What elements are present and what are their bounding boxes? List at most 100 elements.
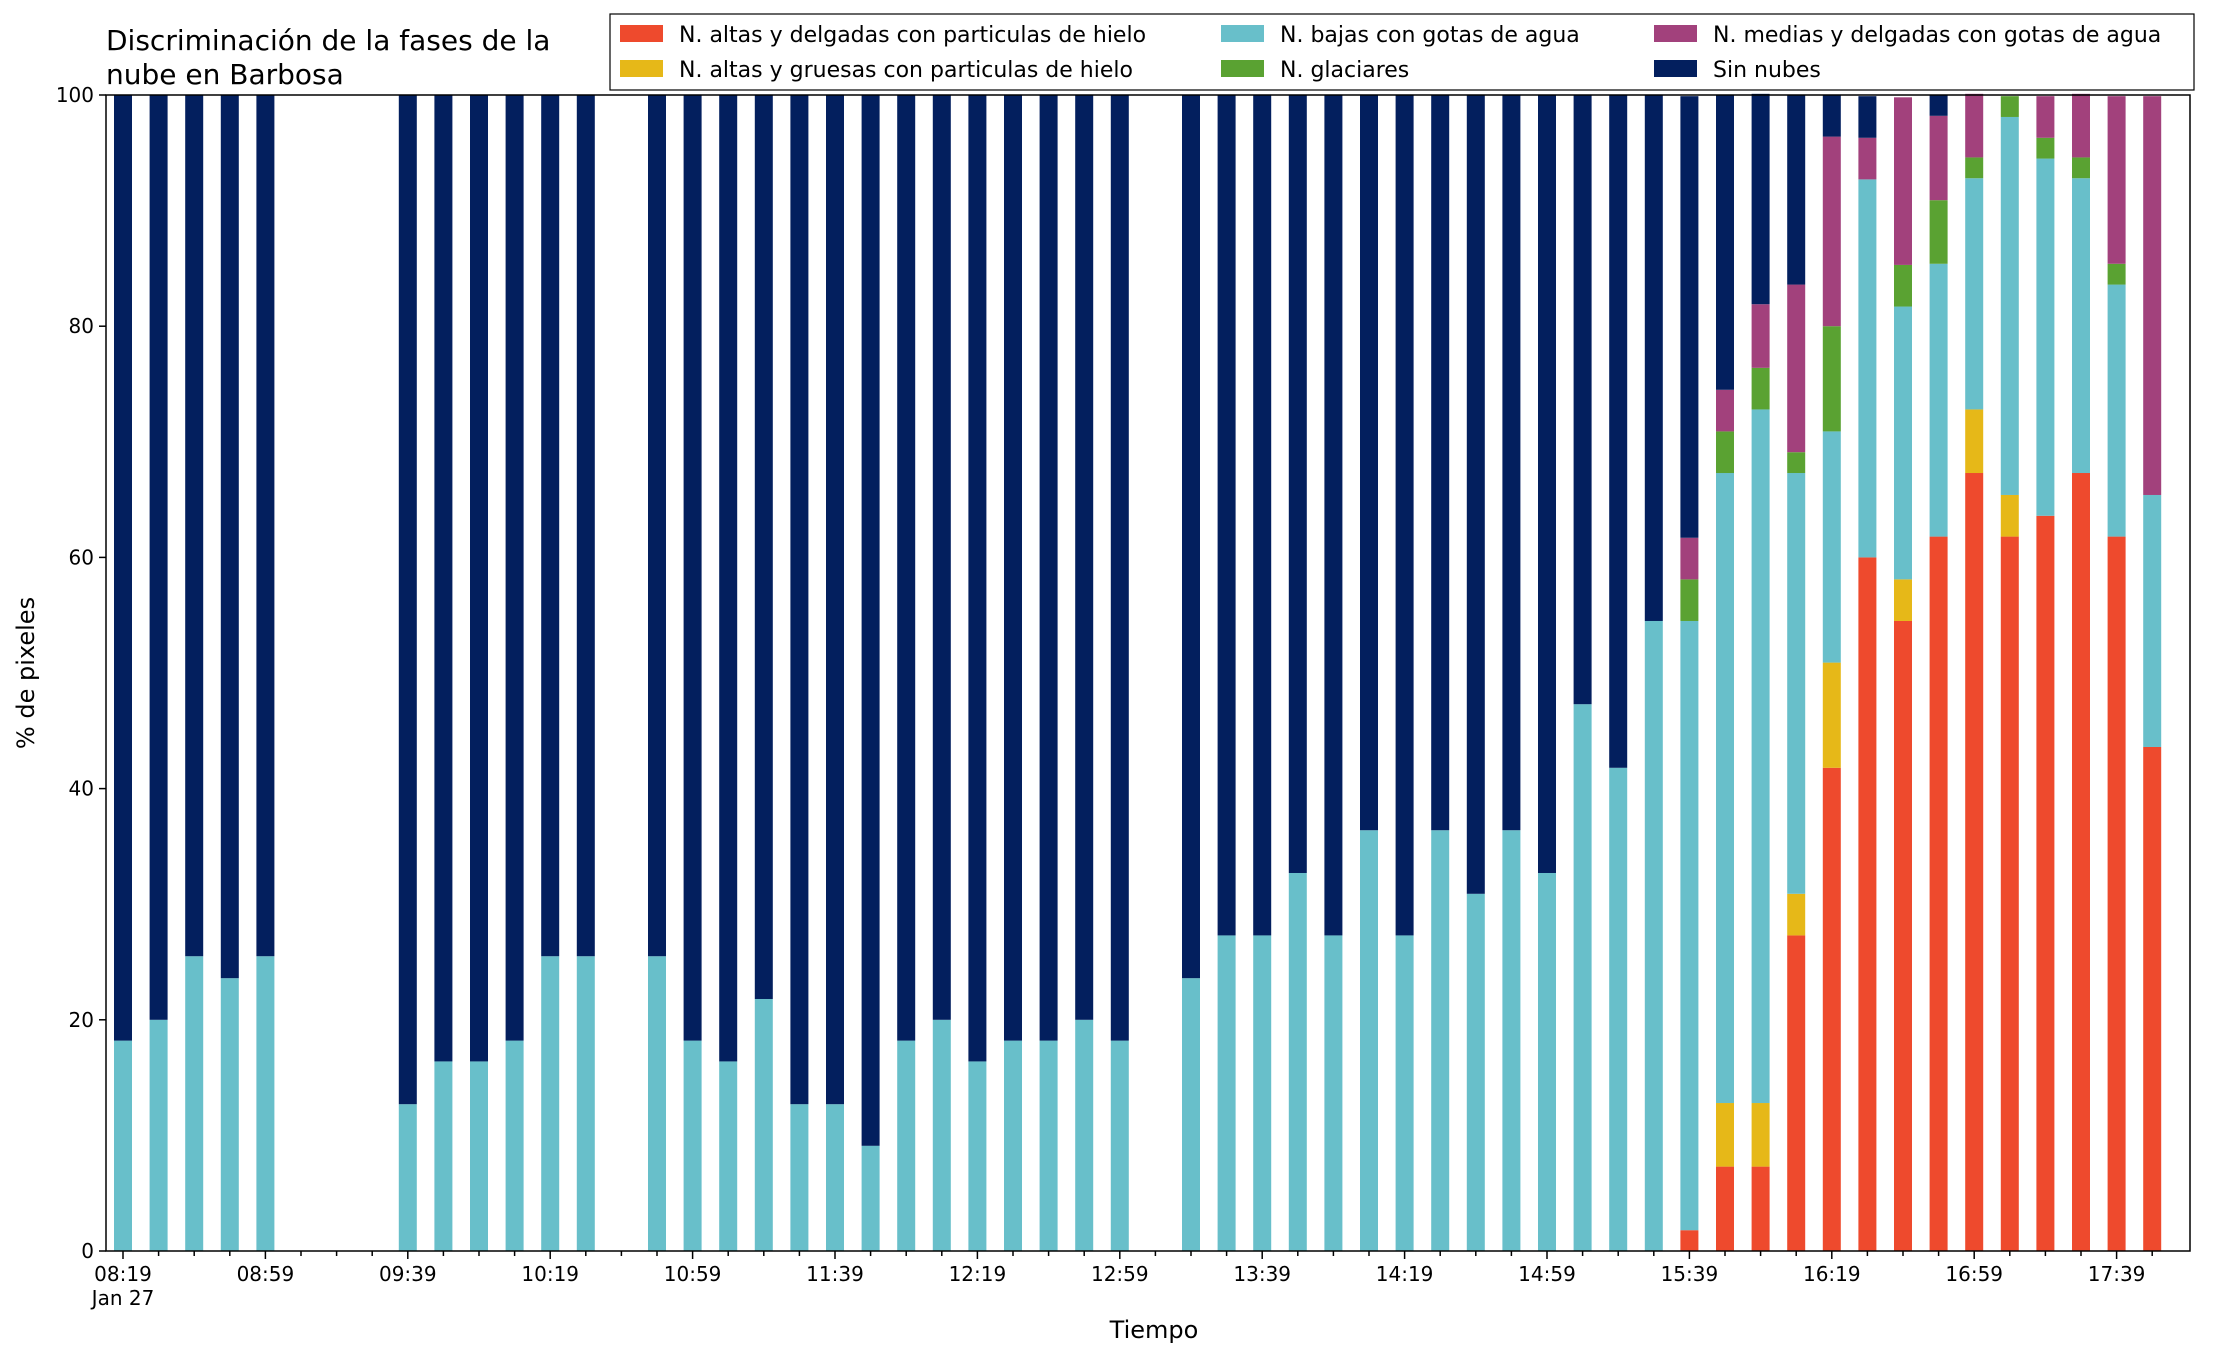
- bar-segment-2: [1822, 431, 1841, 663]
- bar-segment-2: [1004, 1040, 1022, 1251]
- bar-segment-5: [1182, 95, 1200, 979]
- bar-segment-5: [1858, 96, 1877, 138]
- y-tick-label: 60: [69, 545, 94, 569]
- bar-segment-1: [1965, 409, 1984, 474]
- bar-segment-4: [1894, 97, 1912, 265]
- bar-segment-2: [968, 1061, 987, 1251]
- bar-segment-0: [1858, 557, 1877, 1251]
- bar-segment-2: [1644, 620, 1663, 1251]
- y-axis: 0 20 40 60 80 100: [56, 83, 106, 1263]
- bar-segment-5: [576, 95, 595, 957]
- bar-segment-2: [505, 1040, 524, 1251]
- bar-segment-1: [1787, 893, 1806, 936]
- bar-segment-5: [1716, 95, 1734, 390]
- bar-segment-5: [505, 95, 524, 1041]
- bar-segment-5: [1360, 95, 1378, 831]
- x-tick-label: 10:59: [664, 1262, 722, 1286]
- bar-segment-2: [1929, 263, 1948, 537]
- bar-segment-0: [2036, 515, 2055, 1251]
- y-tick-label: 40: [69, 777, 94, 801]
- bar-segment-2: [2036, 158, 2055, 516]
- x-tick-label: 12:19: [949, 1262, 1007, 1286]
- bar-segment-2: [1858, 179, 1877, 558]
- bar-segment-5: [648, 95, 666, 957]
- bar-segment-4: [1787, 284, 1806, 453]
- x-tick-label: 13:39: [1233, 1262, 1291, 1286]
- x-tick-label: 16:59: [1945, 1262, 2003, 1286]
- y-tick-label: 0: [81, 1239, 94, 1263]
- bar-segment-1: [1894, 579, 1912, 621]
- bar-segment-2: [1965, 178, 1984, 410]
- bar-segment-5: [149, 95, 168, 1020]
- x-tick-label: 16:19: [1803, 1262, 1861, 1286]
- bar-segment-5: [1502, 95, 1521, 831]
- bar-segment-5: [1538, 95, 1556, 873]
- legend: N. altas y delgadas con particulas de hi…: [609, 13, 2195, 91]
- bar-segment-5: [932, 95, 951, 1020]
- bar-segment-5: [683, 95, 702, 1041]
- bar-segment-3: [1894, 264, 1912, 307]
- bar-segment-5: [398, 95, 417, 1105]
- x-tick-label: 12:59: [1091, 1262, 1149, 1286]
- bar-segment-5: [826, 95, 844, 1105]
- bar-segment-0: [2107, 536, 2126, 1251]
- legend-swatch: [620, 25, 663, 42]
- plot-frame: [105, 94, 2191, 1252]
- bar-segment-5: [754, 95, 773, 999]
- bar-segment-2: [1751, 409, 1770, 1104]
- x-tick-label: 11:39: [806, 1262, 864, 1286]
- legend-swatch: [1654, 25, 1697, 42]
- bar-segment-5: [541, 95, 560, 957]
- legend-label: N. medias y delgadas con gotas de agua: [1713, 23, 2161, 48]
- bar-segment-5: [1751, 93, 1770, 305]
- legend-label: N. altas y delgadas con particulas de hi…: [679, 23, 1146, 48]
- bar-segment-2: [754, 998, 773, 1251]
- bar-segment-2: [1680, 620, 1699, 1231]
- y-tick-label: 100: [56, 83, 94, 107]
- bar-segment-2: [2143, 494, 2162, 747]
- bar-segment-4: [2036, 96, 2055, 138]
- bar-segment-2: [1538, 872, 1556, 1251]
- bar-segment-4: [2107, 96, 2126, 264]
- bar-segment-3: [2072, 157, 2090, 179]
- bar-segment-2: [1253, 935, 1272, 1251]
- bar-segment-2: [1502, 830, 1521, 1251]
- bar-segment-3: [2036, 137, 2055, 159]
- bar-segment-2: [1075, 1019, 1094, 1251]
- bar-segment-5: [1395, 95, 1414, 936]
- x-axis-label: Tiempo: [1109, 1316, 1199, 1344]
- bar-segment-2: [1787, 473, 1806, 894]
- bar-segment-4: [1680, 537, 1699, 580]
- bar-segment-2: [1395, 935, 1414, 1251]
- bar-segment-5: [1680, 96, 1699, 538]
- bar-segment-5: [1787, 95, 1806, 285]
- bar-segment-2: [2107, 284, 2126, 537]
- x-tick-label: 14:19: [1376, 1262, 1434, 1286]
- bar-segment-2: [434, 1061, 453, 1251]
- bar-segment-5: [220, 95, 239, 979]
- legend-swatch: [1221, 25, 1264, 42]
- bar-segment-2: [470, 1061, 488, 1251]
- bar-segment-3: [2000, 96, 2019, 117]
- bar-segment-2: [1110, 1040, 1129, 1251]
- bar-segment-4: [1929, 115, 1948, 201]
- bar-segment-0: [1965, 473, 1984, 1251]
- bar-segment-0: [1822, 767, 1841, 1251]
- bar-segment-2: [185, 956, 204, 1251]
- y-tick-label: 80: [69, 314, 94, 338]
- bar-segment-5: [1929, 95, 1948, 116]
- legend-swatch: [1654, 60, 1697, 77]
- x-tick-label: 09:39: [379, 1262, 437, 1286]
- bar-segment-0: [1751, 1166, 1770, 1251]
- bar-segment-5: [1110, 95, 1129, 1041]
- bar-segment-2: [1431, 830, 1450, 1251]
- bar-segment-5: [1075, 95, 1094, 1020]
- bar-segment-5: [1039, 95, 1058, 1041]
- bar-segment-2: [861, 1145, 880, 1251]
- bar-segment-4: [1858, 137, 1877, 180]
- bar-segment-1: [1822, 662, 1841, 768]
- bar-segment-5: [719, 95, 738, 1062]
- bar-segment-5: [968, 95, 987, 1062]
